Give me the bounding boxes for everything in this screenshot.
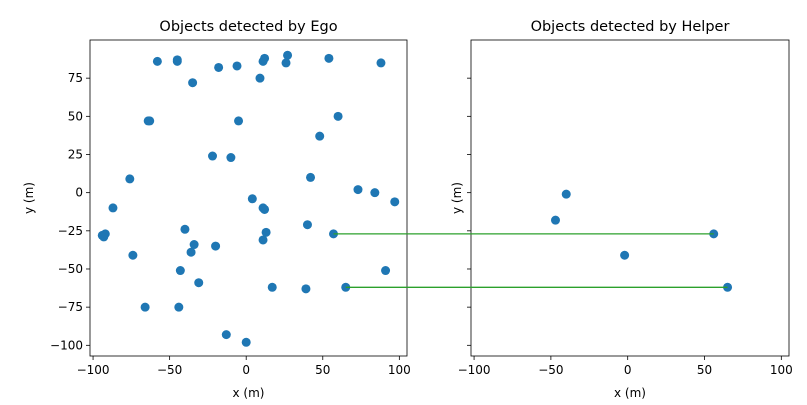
ego-x-tick-label: −100 bbox=[77, 363, 110, 377]
ego-data-point bbox=[390, 197, 400, 207]
ego-y-tick-label: −25 bbox=[58, 224, 83, 238]
ego-data-point bbox=[174, 302, 184, 312]
ego-data-point bbox=[221, 330, 231, 340]
ego-data-point bbox=[226, 153, 236, 163]
ego-x-tick-label: 50 bbox=[315, 363, 330, 377]
helper-x-axis-label: x (m) bbox=[614, 386, 646, 400]
helper-x-tick-label: −100 bbox=[458, 363, 491, 377]
ego-data-point bbox=[140, 302, 150, 312]
helper-x-tick-label: −50 bbox=[538, 363, 563, 377]
ego-data-point bbox=[315, 131, 325, 141]
ego-y-tick-label: 25 bbox=[68, 147, 83, 161]
ego-data-point bbox=[255, 73, 265, 83]
ego-y-tick-label: 50 bbox=[68, 109, 83, 123]
ego-data-point bbox=[353, 185, 363, 195]
ego-y-tick-label: −50 bbox=[58, 262, 83, 276]
ego-x-axis-label: x (m) bbox=[233, 386, 265, 400]
ego-ticks: −100 −50 0 50 100 −100 −75 −50 −25 0 25 50 75 bbox=[50, 71, 411, 377]
ego-data-point bbox=[370, 188, 380, 198]
helper-x-tick-label: 0 bbox=[624, 363, 632, 377]
helper-data-point bbox=[620, 250, 630, 260]
ego-data-point bbox=[125, 174, 135, 184]
helper-data-point bbox=[561, 189, 571, 199]
ego-data-point bbox=[283, 50, 293, 60]
helper-plot-frame bbox=[470, 39, 790, 357]
ego-y-tick-label: 0 bbox=[75, 186, 83, 200]
ego-data-point bbox=[301, 284, 311, 294]
ego-x-tick-label: −50 bbox=[157, 363, 182, 377]
ego-data-point bbox=[108, 203, 118, 213]
helper-title: Objects detected by Helper bbox=[531, 19, 730, 35]
ego-data-point bbox=[281, 58, 291, 68]
ego-data-point bbox=[324, 53, 334, 63]
ego-data-point bbox=[247, 194, 257, 204]
ego-plot-frame bbox=[89, 39, 408, 357]
ego-y-tick-label: −75 bbox=[58, 300, 83, 314]
ego-data-point bbox=[180, 224, 190, 234]
ego-data-point bbox=[302, 220, 312, 230]
ego-data-point bbox=[376, 58, 386, 68]
ego-axes: Objects detected by Ego x (m) y (m) −100… bbox=[22, 19, 411, 400]
ego-data-point bbox=[211, 241, 221, 251]
ego-data-point bbox=[260, 53, 270, 63]
ego-data-point bbox=[258, 235, 268, 245]
helper-axes: Objects detected by Helper x (m) y (m) −… bbox=[450, 19, 793, 400]
ego-data-point bbox=[194, 278, 204, 288]
helper-y-axis-label: y (m) bbox=[450, 182, 464, 214]
ego-points bbox=[97, 50, 400, 347]
ego-data-point bbox=[175, 266, 185, 276]
ego-data-point bbox=[152, 56, 162, 66]
ego-x-tick-label: 0 bbox=[242, 363, 250, 377]
ego-y-axis-label: y (m) bbox=[22, 182, 36, 214]
ego-x-tick-label: 100 bbox=[388, 363, 411, 377]
ego-data-point bbox=[208, 151, 218, 161]
ego-data-point bbox=[232, 61, 242, 71]
match-lines bbox=[333, 233, 728, 288]
ego-data-point bbox=[241, 337, 251, 347]
helper-ticks: −100 −50 0 50 100 bbox=[458, 77, 793, 377]
ego-data-point bbox=[306, 172, 316, 182]
helper-x-tick-label: 100 bbox=[770, 363, 793, 377]
ego-data-point bbox=[261, 227, 271, 237]
ego-data-point bbox=[188, 78, 198, 88]
ego-y-tick-label: 75 bbox=[68, 71, 83, 85]
ego-data-point bbox=[234, 116, 244, 126]
helper-x-tick-label: 50 bbox=[697, 363, 712, 377]
ego-data-point bbox=[172, 55, 182, 65]
ego-data-point bbox=[189, 240, 199, 250]
ego-title: Objects detected by Ego bbox=[159, 19, 337, 35]
ego-data-point bbox=[128, 250, 138, 260]
ego-data-point bbox=[260, 204, 270, 214]
ego-data-point bbox=[381, 266, 391, 276]
ego-data-point bbox=[145, 116, 155, 126]
ego-data-point bbox=[186, 247, 196, 257]
helper-data-point bbox=[550, 215, 560, 225]
ego-data-point bbox=[100, 229, 110, 239]
ego-data-point bbox=[214, 62, 224, 72]
ego-data-point bbox=[333, 111, 343, 121]
ego-data-point bbox=[267, 282, 277, 292]
ego-y-tick-label: −100 bbox=[50, 338, 83, 352]
